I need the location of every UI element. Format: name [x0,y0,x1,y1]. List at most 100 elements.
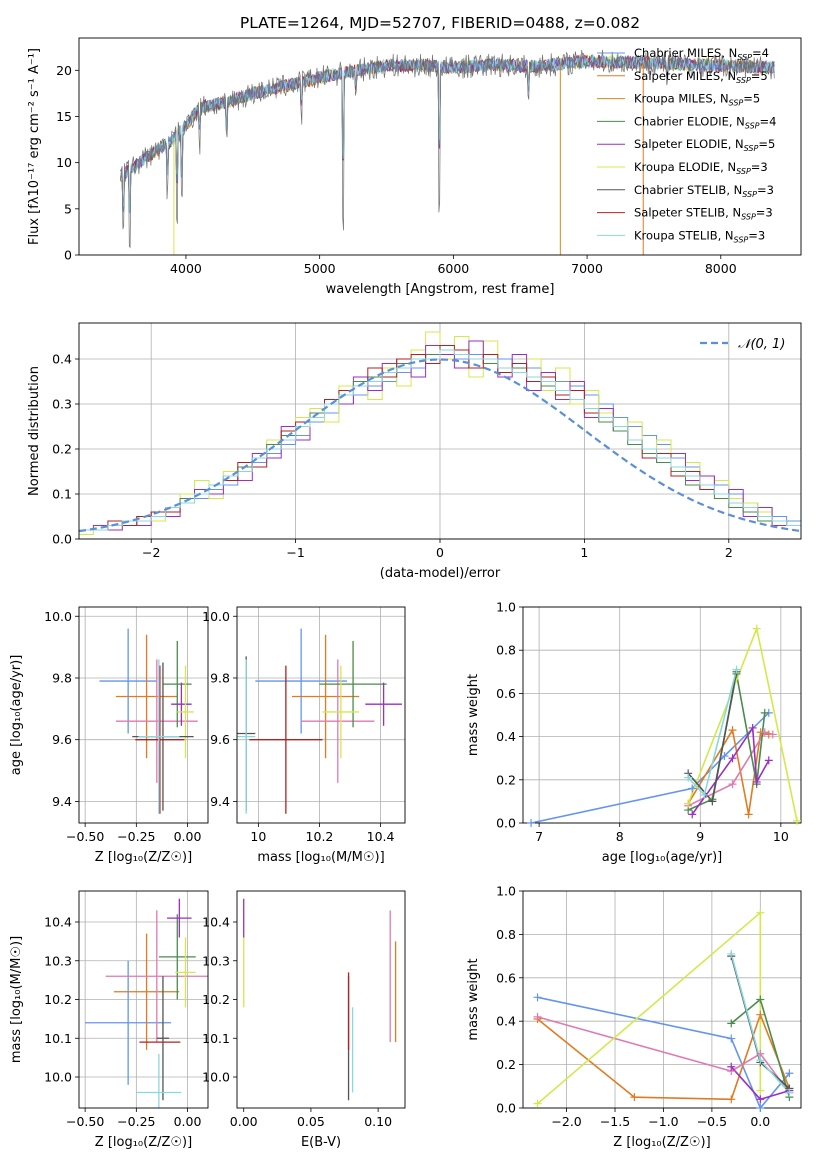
weight_vs_Z-marker [756,995,765,1004]
weight_vs_age-marker [792,816,801,825]
weight_vs_Z-xtick-label: −2.0 [551,1114,581,1129]
weight_vs_Z-marker [727,1034,736,1043]
weight_vs_Z-series-line [537,996,791,1108]
mass_vs_Z-ylabel: mass [log₁₀(M/M☉)] [9,936,24,1063]
spectrum-plot-area [119,49,775,255]
spectrum-xtick-label: 8000 [705,261,737,276]
weight_vs_Z-ytick-label: 1.0 [496,884,516,899]
residuals-ytick-label: 0.2 [52,442,72,457]
weight_vs_Z-marker [756,1010,765,1019]
spectrum-legend-label: Kroupa ELODIE, NSSP=3 [634,160,768,176]
weight_vs_Z-marker [533,993,542,1002]
spectrum-xtick-label: 7000 [571,261,603,276]
spectrum-ytick-label: 15 [56,109,72,124]
weight_vs_age-marker [744,810,753,819]
weight_vs_Z-ylabel: mass weight [466,958,481,1040]
age_vs_mass-panel: 10 10.2 10.4 9.4 9.6 9.8 10.0 mass [log₁₀(M/M☉)… [202,606,406,865]
spectrum-xtick-label: 5000 [304,261,336,276]
weight_vs_Z-marker [756,1056,765,1065]
weight_vs_age-marker [748,723,757,732]
weight_vs_Z-marker [533,1099,542,1108]
weight_vs_age-marker [700,790,709,799]
spectrum-legend-label: Salpeter STELIB, NSSP=3 [634,206,773,222]
spectrum-legend-label: Chabrier MILES, NSSP=4 [634,46,769,62]
residuals-ytick-label: 0.3 [52,397,72,412]
weight_vs_Z-ytick-label: 0.4 [496,1014,516,1029]
spectrum-data-line [120,49,775,249]
residuals-ylabel: Normed distribution [27,366,42,496]
weight_vs_Z-marker [630,1093,639,1102]
mass_vs_Z-frame [78,890,209,1109]
spectrum-xtick-label: 4000 [170,261,202,276]
weight_vs_Z-xtick-label: −0.5 [697,1114,727,1129]
residuals-ytick-label: 0.4 [52,352,72,367]
weight_vs_age-marker [728,754,737,763]
age_vs_Z-xlabel: Z [log₁₀(Z/Z☉)] [95,850,192,865]
age_vs_Z-ytick-label: 9.4 [52,794,72,809]
age_vs_Z-ytick-label: 9.8 [52,670,72,685]
spectrum-ytick-label: 10 [56,155,72,170]
age_vs_mass-xtick-label: 10 [250,829,266,844]
weight_vs_Z-marker [533,1012,542,1021]
weight_vs_age-marker [684,773,693,782]
weight_vs_age-marker [752,624,761,633]
mass_vs_Z-ytick-label: 10.4 [44,915,72,930]
mass_vs_ebv-xtick-label: 0.05 [297,1114,325,1129]
weight_vs_age-marker [720,752,729,761]
spectrum-model-line [119,53,775,213]
weight_vs_age-xtick-label: 10 [773,829,789,844]
age_vs_mass-ytick-label: 9.6 [210,732,230,747]
weight_vs_Z-marker [756,1095,765,1104]
residuals-xtick-label: −1 [286,545,304,560]
residuals-hist-line [79,349,801,531]
weight_vs_age-marker [688,784,697,793]
age_vs_Z-panel: −0.50 −0.25 0.00 9.4 9.6 9.8 10.0 Z [log₁₀(Z/Z☉… [9,606,209,865]
weight_vs_Z-marker [756,1086,765,1095]
spectrum-panel: 4000 5000 6000 7000 8000 0 5 10 15 20 wavelength [… [27,37,802,297]
weight_vs_Z-marker [785,1069,794,1078]
weight_vs_age-ytick-label: 1.0 [496,600,516,615]
weight_vs_age-ytick-label: 0.4 [496,729,516,744]
weight_vs_age-xtick-label: 8 [616,829,624,844]
figure-title: PLATE=1264, MJD=52707, FIBERID=0488, z=0… [240,14,640,32]
weight_vs_Z-xtick-label: −1.5 [600,1114,630,1129]
weight_vs_age-ytick-label: 0.0 [496,816,516,831]
spectrum-legend-label: Kroupa STELIB, NSSP=3 [634,228,765,244]
mass_vs_Z-ytick-label: 10.3 [44,953,72,968]
weight_vs_age-marker [752,777,761,786]
residuals-ytick-label: 0.0 [52,532,72,547]
weight_vs_age-marker [527,819,536,827]
age_vs_mass-xlabel: mass [log₁₀(M/M☉)] [257,850,384,865]
spectrum-ytick-label: 20 [56,63,72,78]
residuals-panel: −2 −1 0 1 2 0.0 0.1 0.2 0.3 0.4 (data-model)/error… [27,322,802,581]
mass_vs_ebv-plot-area [243,898,397,1101]
weight_vs_age-panel: 7 8 9 10 0.0 0.2 0.4 0.6 0.8 1.0 age [log₁₀(age/yr… [466,600,802,865]
weight_vs_Z-marker [727,1095,736,1104]
spectrum-ytick-label: 0 [64,248,72,263]
mass_vs_Z-xtick-label: −0.50 [66,1114,104,1129]
spectrum-legend-label: Salpeter MILES, NSSP=5 [634,69,768,85]
weight_vs_Z-panel: −2.0 −1.5 −1.0 −0.5 0.0 0.0 0.2 0.4 0.6 0.8 1.0 Z [… [466,884,802,1150]
residuals-xtick-label: 2 [725,545,733,560]
weight_vs_age-marker [688,810,697,819]
age_vs_Z-ylabel: age [log₁₀(age/yr)] [9,655,24,776]
spectrum-xtick-label: 6000 [437,261,469,276]
mass_vs_Z-ytick-label: 10.0 [44,1070,72,1085]
mass_vs_ebv-ytick-label: 10.1 [202,1031,230,1046]
weight_vs_age-xtick-label: 7 [535,829,543,844]
weight_vs_age-frame [522,606,802,824]
weight_vs_Z-ytick-label: 0.0 [496,1101,516,1116]
weight_vs_Z-marker [727,1019,736,1028]
mass_vs_Z-xtick-label: −0.25 [117,1114,155,1129]
mass_vs_ebv-ytick-label: 10.0 [202,1070,230,1085]
mass_vs_Z-panel: −0.50 −0.25 0.00 10.0 10.1 10.2 10.3 10.4 Z [log… [9,890,209,1150]
weight_vs_age-marker [684,799,693,808]
mass_vs_ebv-panel: 0.00 0.05 0.10 10.0 10.1 10.2 10.3 10.4 E(B-V) [202,890,406,1150]
weight_vs_age-marker [768,730,777,739]
weight_vs_age-xlabel: age [log₁₀(age/yr)] [602,850,723,865]
age_vs_mass-xtick-label: 10.2 [306,829,334,844]
weight_vs_Z-ytick-label: 0.2 [496,1057,516,1072]
mass_vs_Z-ytick-label: 10.2 [44,992,72,1007]
weight_vs_age-marker [764,756,773,765]
